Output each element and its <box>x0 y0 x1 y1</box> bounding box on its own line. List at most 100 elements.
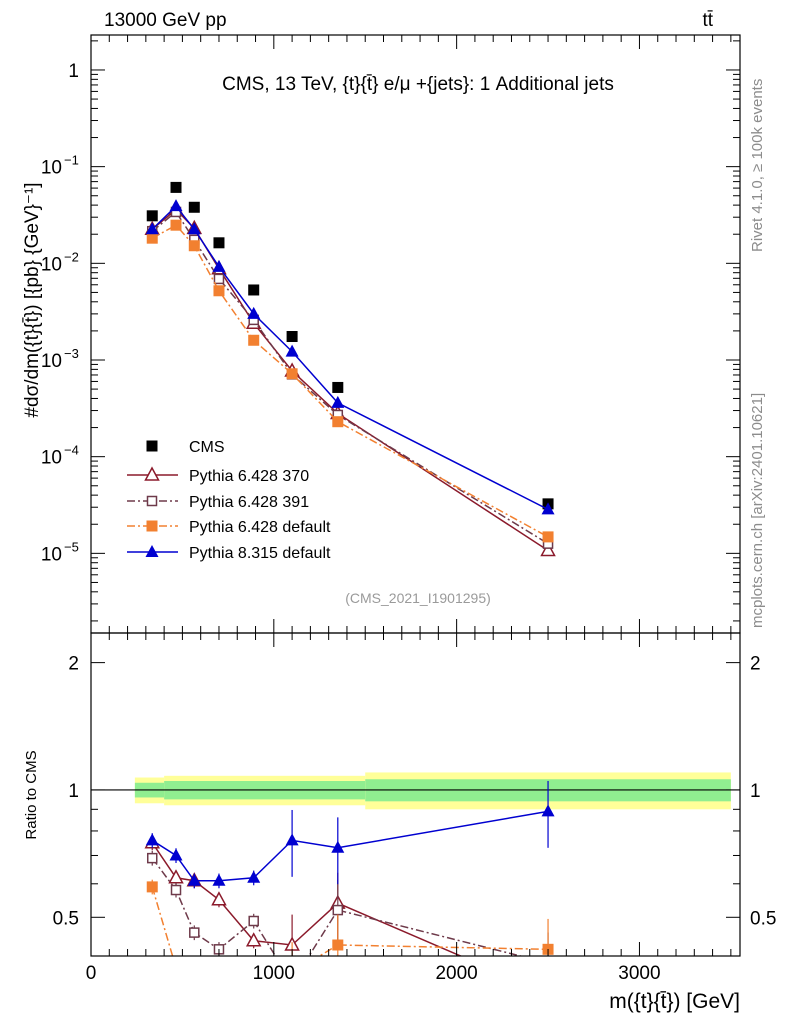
ratio-y-tick-label: 1 <box>68 781 79 802</box>
ratio-y-tick-label-right: 2 <box>750 654 761 675</box>
ratio-point-1-2 <box>189 927 200 938</box>
legend-marker-2 <box>146 495 158 507</box>
data-point-1-7 <box>540 541 556 557</box>
x-tick-label: 0 <box>86 963 97 984</box>
legend-label-2: Pythia 6.428 391 <box>189 494 309 511</box>
y-tick-label: 10 <box>41 544 62 565</box>
y-tick-label: 10 <box>41 448 62 469</box>
ratio-point-3-7 <box>541 804 555 817</box>
series-line-3 <box>151 224 549 538</box>
data-point-0-2 <box>188 201 200 213</box>
ratio-point-0-7 <box>542 987 555 999</box>
main-panel: 110−110−210−310−410−5 CMS, 13 TeV, {t}{t… <box>22 34 741 634</box>
legend-label-4: Pythia 8.315 default <box>189 545 331 562</box>
ratio-panel: 0.5 0.5 1 1 2 2 0 1000 2000 3000 Ratio to CMS m({… <box>23 632 776 1017</box>
y-tick-exponent: −3 <box>64 346 79 361</box>
data-point-4-1 <box>169 199 183 212</box>
data-point-3-2 <box>188 240 200 252</box>
ratio-point-2-0 <box>146 881 158 893</box>
ratio-data-layer <box>91 772 740 1017</box>
ratio-point-3-4 <box>247 870 261 883</box>
mcplots-label: mcplots.cern.ch [arXiv:2401.10621] <box>749 393 766 628</box>
ratio-point-3-6 <box>331 840 345 853</box>
x-tick-label: 2000 <box>435 963 477 984</box>
y-tick-label: 10 <box>41 158 62 179</box>
ratio-y-tick-label: 2 <box>68 654 79 675</box>
data-point-4-7 <box>541 502 555 515</box>
data-point-3-4 <box>248 334 260 346</box>
data-point-0-1 <box>170 181 182 193</box>
legend-label-0: CMS <box>189 439 225 456</box>
ratio-point-2-4 <box>248 1006 259 1017</box>
data-point-0-3 <box>213 237 225 249</box>
data-point-3-1 <box>170 219 182 231</box>
ratio-point-1-4 <box>248 915 259 927</box>
analysis-watermark: (CMS_2021_I1901295) <box>345 590 491 606</box>
legend-marker-3 <box>146 520 158 532</box>
ratio-point-2-2 <box>189 967 200 978</box>
y-tick-exponent: −2 <box>64 249 79 264</box>
ratio-line-2 <box>151 886 549 956</box>
ratio-point-3-3 <box>212 873 226 886</box>
main-data-layer <box>144 181 556 557</box>
y-tick-label: 10 <box>41 254 62 275</box>
data-point-3-0 <box>146 232 158 244</box>
data-point-0-4 <box>248 284 260 296</box>
y-tick-label: 10 <box>41 351 62 372</box>
legend-label-1: Pythia 6.428 370 <box>189 468 309 485</box>
data-point-3-6 <box>332 416 344 428</box>
legend-marker-4 <box>145 545 159 557</box>
y-tick-exponent: −4 <box>64 443 79 458</box>
legend: CMS Pythia 6.428 370 Pythia 6.428 391 Pythi… <box>127 439 331 562</box>
data-point-4-5 <box>285 344 299 357</box>
data-point-0-6 <box>332 381 344 393</box>
ratio-point-2-6 <box>332 939 344 951</box>
ratio-point-1-1 <box>170 884 182 896</box>
ratio-point-1-0 <box>146 852 158 864</box>
x-axis-label: m({t}{t̄}) [GeV] <box>609 990 740 1013</box>
rivet-label: Rivet 4.1.0, ≥ 100k events <box>749 79 766 252</box>
ratio-line-1 <box>151 857 524 956</box>
ratio-y-tick-label-right: 1 <box>750 781 761 802</box>
ratio-point-3-0 <box>145 833 159 846</box>
legend-marker-0 <box>146 440 158 452</box>
data-point-2-3 <box>213 273 225 285</box>
legend-label-3: Pythia 6.428 default <box>189 519 331 536</box>
ratio-point-3-1 <box>169 848 183 861</box>
ratio-line-0 <box>151 842 463 956</box>
ratio-line-3 <box>151 810 549 882</box>
beam-label: 13000 GeV pp <box>104 10 227 31</box>
data-point-4-2 <box>187 222 201 235</box>
ratio-point-0-4 <box>245 932 262 947</box>
data-point-4-0 <box>145 222 159 235</box>
ratio-point-2-3 <box>213 1000 224 1011</box>
main-frame <box>90 34 741 634</box>
ratio-axis-ticks: 0.5 0.5 1 1 2 2 0 1000 2000 3000 <box>53 633 776 984</box>
ratio-point-2-1 <box>171 962 182 973</box>
main-y-axis-label: #dσ/dm({t}{t̄}) [{pb} {GeV}⁻¹] <box>22 182 43 417</box>
data-point-3-7 <box>542 531 554 543</box>
x-tick-label: 1000 <box>253 963 295 984</box>
process-label: tt̄ <box>702 10 713 31</box>
ratio-frame <box>90 632 741 957</box>
y-tick-exponent: −1 <box>64 153 79 168</box>
ratio-point-3-2 <box>187 873 201 886</box>
series-line-4 <box>151 205 549 511</box>
data-point-3-3 <box>213 285 225 297</box>
x-tick-label: 3000 <box>618 963 660 984</box>
ratio-y-tick-label: 0.5 <box>53 908 79 929</box>
data-point-4-3 <box>212 259 226 272</box>
main-axis-ticks: 110−110−210−310−410−5 <box>41 35 740 633</box>
ratio-point-1-7 <box>544 958 553 967</box>
ratio-y-tick-label-right: 0.5 <box>750 908 776 929</box>
data-point-0-5 <box>286 331 298 343</box>
ratio-y-axis-label: Ratio to CMS <box>23 750 40 839</box>
data-point-0-0 <box>146 210 158 222</box>
data-point-3-5 <box>286 368 298 380</box>
ratio-point-0-1 <box>168 869 184 884</box>
y-tick-exponent: −5 <box>64 539 79 554</box>
y-tick-label: 1 <box>68 61 79 82</box>
ratio-point-0-3 <box>211 891 227 906</box>
